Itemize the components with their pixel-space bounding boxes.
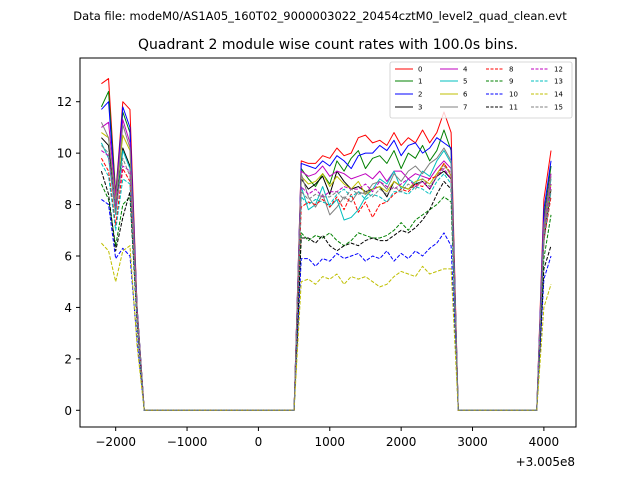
series-line-2 <box>101 101 552 411</box>
y-tick-label: 10 <box>57 147 72 161</box>
legend-entry-2: 2 <box>395 91 422 99</box>
y-tick-label: 6 <box>64 250 72 264</box>
x-axis: −2000 −1000 0 1000 2000 3000 4000 <box>95 427 559 449</box>
legend-entry-4: 4 <box>440 66 468 74</box>
plot-area-frame <box>79 57 577 428</box>
series-line-14 <box>101 242 552 411</box>
series-line-7 <box>100 122 552 411</box>
x-tick-label: −2000 <box>95 435 136 449</box>
y-tick-label: 0 <box>64 404 72 418</box>
legend-entry-8: 8 <box>486 66 513 74</box>
legend-label: 5 <box>463 78 467 86</box>
legend-label: 2 <box>418 91 422 99</box>
x-tick-label: 2000 <box>386 435 417 449</box>
y-tick-label: 4 <box>64 301 72 315</box>
legend-entry-11: 11 <box>486 104 518 112</box>
legend-label: 6 <box>463 91 468 99</box>
legend-label: 11 <box>509 104 518 112</box>
x-tick-label: 4000 <box>529 435 560 449</box>
series-line-15 <box>101 145 552 411</box>
legend-label: 13 <box>554 78 563 86</box>
legend-entry-1: 1 <box>395 78 422 86</box>
series-line-13 <box>100 163 552 411</box>
x-tick-label: −1000 <box>167 435 208 449</box>
series-layer <box>100 78 552 411</box>
legend-entry-10: 10 <box>486 91 518 99</box>
legend-label: 3 <box>418 104 422 112</box>
legend-label: 12 <box>554 66 563 74</box>
series-line-5 <box>100 142 552 411</box>
chart-suptitle: Data file: modeM0/AS1A05_160T02_90000030… <box>73 9 567 23</box>
series-line-9 <box>100 183 552 411</box>
legend-box <box>389 61 573 119</box>
legend-entry-3: 3 <box>395 104 422 112</box>
series-line-1 <box>100 90 552 411</box>
chart-title: Quadrant 2 module wise count rates with … <box>138 37 518 53</box>
legend-entry-13: 13 <box>531 78 563 86</box>
x-axis-offset-label: +3.005e8 <box>516 455 575 469</box>
legend-label: 14 <box>554 91 563 99</box>
legend-label: 15 <box>554 104 563 112</box>
legend-entry-12: 12 <box>531 66 563 74</box>
legend-entry-7: 7 <box>440 104 467 112</box>
y-tick-label: 12 <box>57 95 72 109</box>
legend-label: 1 <box>418 78 422 86</box>
x-tick-label: 1000 <box>315 435 346 449</box>
legend-entry-15: 15 <box>531 104 563 112</box>
legend-entry-0: 0 <box>395 66 422 74</box>
series-line-12 <box>101 150 552 411</box>
x-tick-label: 3000 <box>457 435 488 449</box>
y-axis: 0 2 4 6 8 10 12 <box>57 95 80 418</box>
legend-entry-14: 14 <box>531 91 563 99</box>
x-tick-label: 0 <box>255 435 263 449</box>
legend-entry-9: 9 <box>486 78 513 86</box>
y-tick-label: 8 <box>64 198 72 212</box>
series-line-0 <box>101 78 552 411</box>
legend-label: 7 <box>463 104 467 112</box>
legend-label: 0 <box>418 66 422 74</box>
legend-label: 9 <box>509 78 513 86</box>
y-tick-label: 2 <box>64 352 72 366</box>
legend-label: 4 <box>463 66 468 74</box>
series-line-11 <box>100 170 552 411</box>
series-line-6 <box>101 132 552 411</box>
series-line-10 <box>101 199 552 411</box>
legend-entry-5: 5 <box>440 78 467 86</box>
legend-label: 10 <box>509 91 518 99</box>
legend-entry-6: 6 <box>440 91 468 99</box>
legend-label: 8 <box>509 66 513 74</box>
